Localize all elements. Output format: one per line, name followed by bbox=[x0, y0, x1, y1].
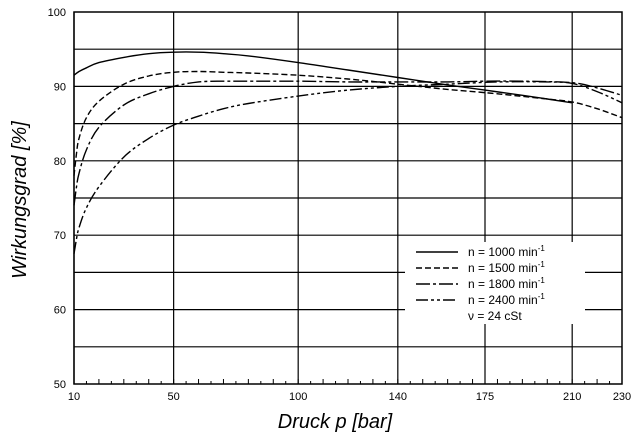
x-tick-label: 100 bbox=[289, 391, 307, 403]
x-tick-label: 210 bbox=[563, 391, 581, 403]
y-tick-label: 60 bbox=[54, 305, 66, 317]
y-tick-label: 70 bbox=[54, 230, 66, 242]
x-tick-label: 175 bbox=[476, 391, 494, 403]
y-tick-label: 50 bbox=[54, 379, 66, 391]
x-tick-label: 230 bbox=[613, 391, 631, 403]
x-tick-label: 140 bbox=[389, 391, 407, 403]
y-tick-label: 80 bbox=[54, 156, 66, 168]
legend: n = 1000 min-1n = 1500 min-1n = 1800 min… bbox=[405, 242, 585, 324]
series-line-4 bbox=[73, 81, 623, 254]
legend-entry-3: n = 1800 min-1 bbox=[468, 276, 545, 291]
x-tick-label: 10 bbox=[68, 391, 80, 403]
x-tick-labels: 10 50 100 140 175 210 230 bbox=[68, 391, 631, 403]
y-tick-labels: 50 60 70 80 90 100 bbox=[48, 7, 66, 391]
x-axis-label: Druck p [bar] bbox=[278, 411, 393, 433]
series-line-2 bbox=[73, 70, 623, 176]
grid bbox=[73, 12, 622, 384]
y-axis-label: Wirkungsgrad [%] bbox=[9, 121, 31, 279]
minor-ticks bbox=[73, 379, 623, 384]
legend-entry-viscosity: ν = 24 cSt bbox=[468, 309, 522, 323]
series-lines bbox=[73, 51, 623, 254]
x-tick-label: 50 bbox=[168, 391, 180, 403]
legend-entry-4: n = 2400 min-1 bbox=[468, 292, 545, 307]
plot-frame bbox=[73, 11, 623, 385]
legend-box bbox=[405, 242, 585, 324]
series-line-3 bbox=[73, 80, 623, 206]
y-tick-label: 100 bbox=[48, 7, 66, 19]
legend-entry-2: n = 1500 min-1 bbox=[468, 260, 545, 275]
y-tick-label: 90 bbox=[54, 81, 66, 93]
series-line-1 bbox=[73, 51, 573, 104]
legend-entry-1: n = 1000 min-1 bbox=[468, 244, 545, 259]
